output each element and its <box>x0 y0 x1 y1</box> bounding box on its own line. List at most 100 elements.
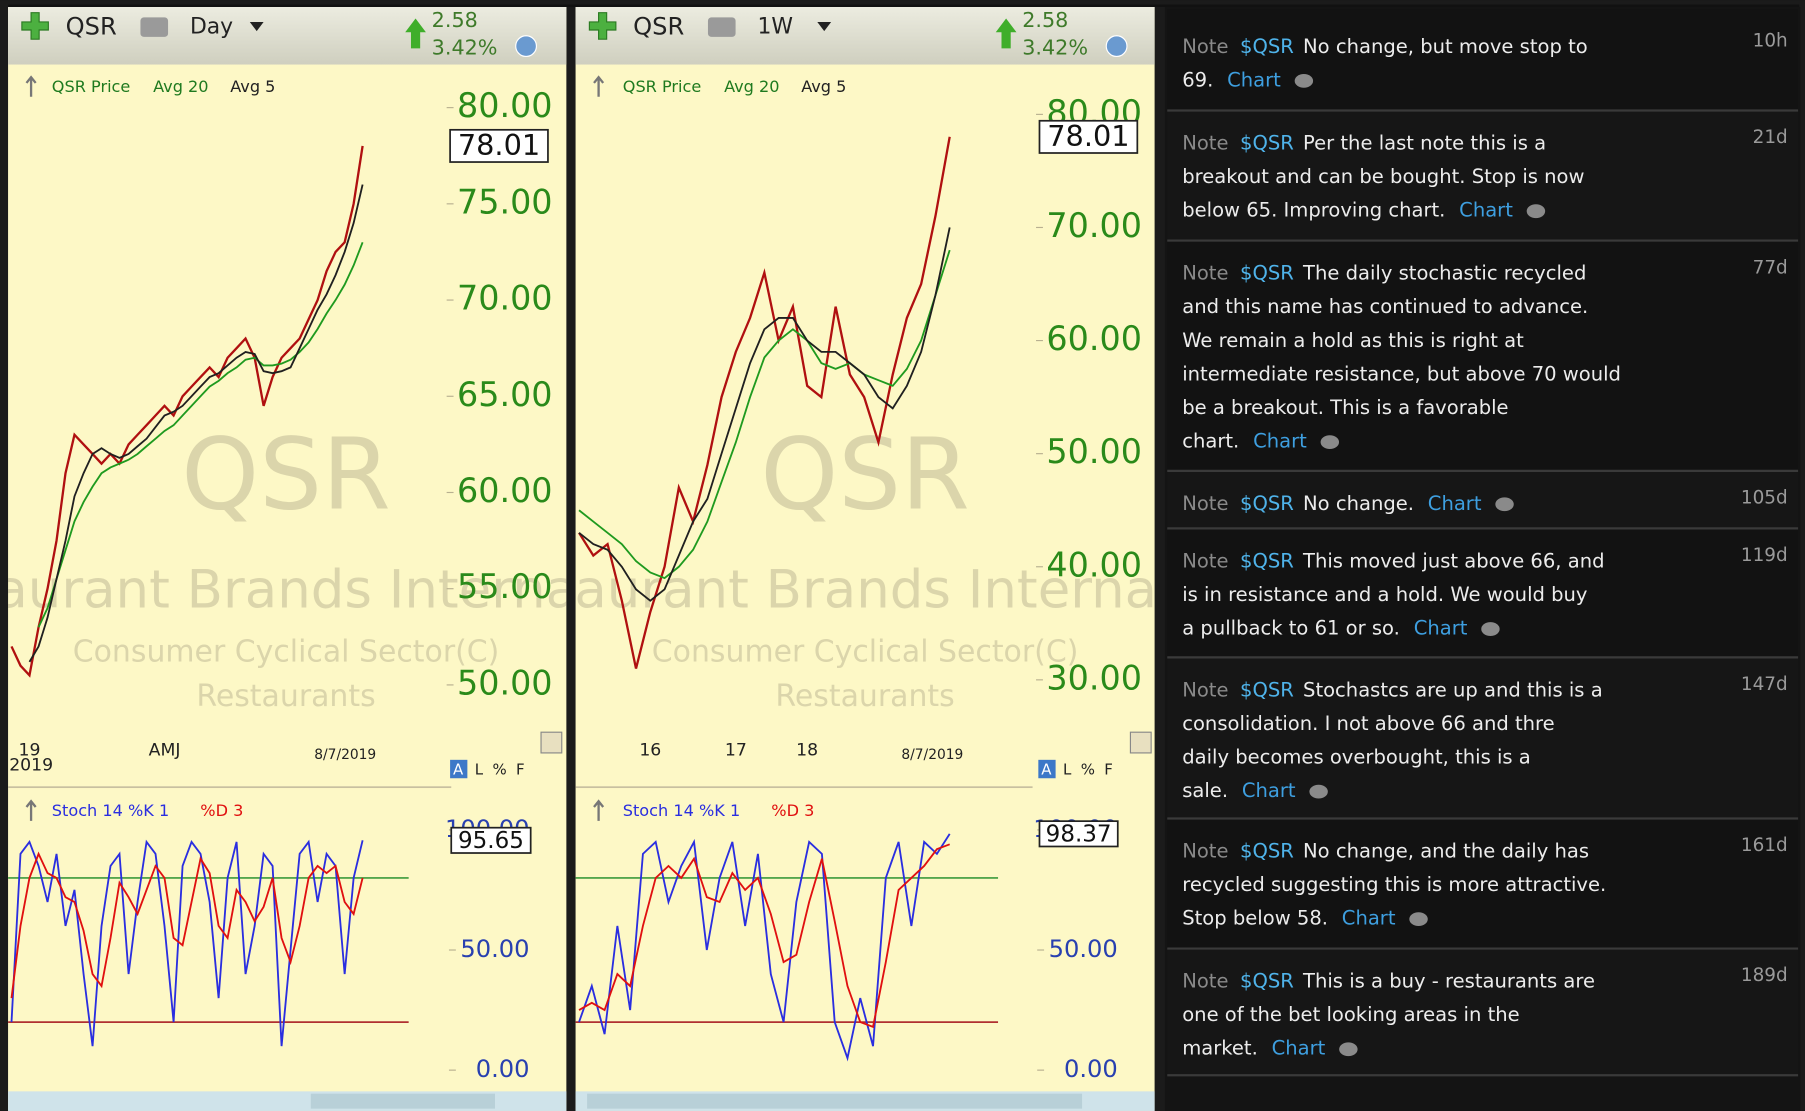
chart-link[interactable]: Chart <box>1342 907 1396 930</box>
chart-link[interactable]: Chart <box>1272 1037 1326 1060</box>
y-tick-label: 40.00 <box>1046 545 1142 584</box>
note-ticker[interactable]: $QSR <box>1240 262 1294 285</box>
note-row[interactable] <box>1167 472 1799 528</box>
note-text: This moved just above 66, and <box>1302 549 1604 572</box>
y-tick-label: 30.00 <box>1046 658 1142 697</box>
y-tick-label: 70.00 <box>457 279 553 318</box>
comment-icon[interactable] <box>1495 497 1514 512</box>
note-age: 147d <box>1741 674 1788 695</box>
note-label: Note <box>1182 970 1228 993</box>
dropdown-arrow[interactable] <box>817 21 832 32</box>
watermark: Consumer Cyclical Sector(C) <box>652 634 1079 669</box>
add-icon[interactable] <box>588 12 617 40</box>
legend-handle <box>593 799 605 821</box>
note-row[interactable] <box>1167 9 1799 110</box>
current-value-box <box>1038 820 1119 848</box>
chart-link[interactable]: Chart <box>1253 430 1307 453</box>
toolbar <box>8 6 567 65</box>
legend-label: Avg 5 <box>230 77 275 96</box>
current-value: 98.37 <box>1046 821 1112 847</box>
note-text: No change, and the daily has <box>1303 839 1589 862</box>
comment-icon[interactable] <box>1320 435 1340 450</box>
note-label: Note <box>1182 262 1228 285</box>
change-percent: 3.42% <box>432 35 498 59</box>
scale-button[interactable]: L <box>475 761 484 779</box>
x-tick-label: 17 <box>725 741 747 761</box>
scale-button[interactable]: % <box>492 761 506 779</box>
symbol: QSR <box>633 13 684 41</box>
note-row[interactable] <box>1167 949 1799 1075</box>
y-tick-label: 50.00 <box>1049 935 1118 963</box>
interval[interactable]: Day <box>190 15 233 40</box>
change: 2.58 <box>1022 8 1068 32</box>
note-text: breakout and can be bought. Stop is now <box>1182 165 1584 188</box>
scale-button[interactable]: % <box>1081 761 1095 779</box>
scrollbar-thumb[interactable] <box>310 1093 495 1109</box>
scale-button[interactable]: A <box>1041 761 1052 779</box>
chart-link[interactable]: Chart <box>1459 199 1513 222</box>
chart-link[interactable]: Chart <box>1227 68 1281 91</box>
camera-icon[interactable] <box>707 17 736 37</box>
note-age: 77d <box>1753 257 1788 278</box>
note-row[interactable] <box>1167 819 1799 948</box>
comment-icon[interactable] <box>1339 1042 1358 1057</box>
legend-label: %D 3 <box>771 801 814 820</box>
pencil-icon[interactable] <box>540 731 563 754</box>
scale-button[interactable]: L <box>1063 761 1072 779</box>
legend-label: Stoch 14 %K 1 <box>52 801 169 820</box>
note-row[interactable] <box>1167 241 1799 470</box>
comment-icon[interactable] <box>1409 912 1428 927</box>
chart-link[interactable]: Chart <box>1428 492 1482 515</box>
note-text: below 65. Improving chart. <box>1182 199 1445 222</box>
legend-label: QSR Price <box>52 77 131 96</box>
note-ticker[interactable]: $QSR <box>1240 492 1294 515</box>
note-ticker[interactable]: $QSR <box>1240 678 1294 701</box>
comment-icon[interactable] <box>1481 622 1500 636</box>
add-icon[interactable] <box>21 12 49 40</box>
note-text: No change, but move stop to <box>1303 35 1588 58</box>
toolbar <box>575 6 1155 65</box>
current-value: 78.01 <box>458 128 540 162</box>
y-tick-label: 75.00 <box>457 182 553 221</box>
comment-icon[interactable] <box>1526 204 1546 219</box>
dropdown-arrow[interactable] <box>249 21 264 32</box>
note-row[interactable] <box>1167 111 1799 240</box>
note-ticker[interactable]: $QSR <box>1240 549 1294 572</box>
scrollbar-thumb[interactable] <box>587 1093 1083 1109</box>
globe-icon <box>515 35 538 58</box>
change: 2.58 <box>432 8 478 32</box>
note-text: a pullback to 61 or so. <box>1182 617 1400 640</box>
comment-icon[interactable] <box>1294 73 1314 88</box>
legend-handle <box>25 799 37 821</box>
chart-link[interactable]: Chart <box>1414 617 1468 640</box>
change-percent: 3.42% <box>1022 35 1088 59</box>
content: QSR Restaurant Brands International Consum… <box>8 4 1800 1111</box>
note-text: No change. <box>1303 492 1414 515</box>
pencil-icon[interactable] <box>1129 731 1152 754</box>
note-ticker[interactable]: $QSR <box>1240 35 1294 58</box>
watermark: Restaurants <box>775 679 954 714</box>
watermark: QSR <box>760 418 970 533</box>
interval[interactable]: 1W <box>757 15 793 40</box>
scale-button[interactable]: F <box>516 761 525 779</box>
scale-button[interactable]: F <box>1104 761 1113 779</box>
note-ticker[interactable]: $QSR <box>1240 839 1294 862</box>
camera-icon[interactable] <box>140 17 169 37</box>
current-value-box <box>1038 119 1139 154</box>
note-ticker[interactable]: $QSR <box>1240 131 1294 154</box>
x-tick-label: 18 <box>796 741 818 761</box>
y-tick-label: 55.00 <box>457 567 553 606</box>
note-text: 69. <box>1182 68 1213 91</box>
note-row[interactable] <box>1167 658 1799 818</box>
scale-button[interactable]: A <box>453 761 464 779</box>
up-arrow <box>405 18 426 49</box>
comment-icon[interactable] <box>1309 784 1328 799</box>
symbol: QSR <box>66 13 117 41</box>
note-label: Note <box>1182 492 1228 515</box>
scale-button-bg <box>1038 759 1056 779</box>
y-tick-label: 65.00 <box>457 375 553 414</box>
note-text: Stochastcs are up and this is a <box>1303 678 1603 701</box>
note-row[interactable] <box>1167 529 1799 657</box>
chart-link[interactable]: Chart <box>1242 779 1296 802</box>
note-ticker[interactable]: $QSR <box>1240 970 1294 993</box>
